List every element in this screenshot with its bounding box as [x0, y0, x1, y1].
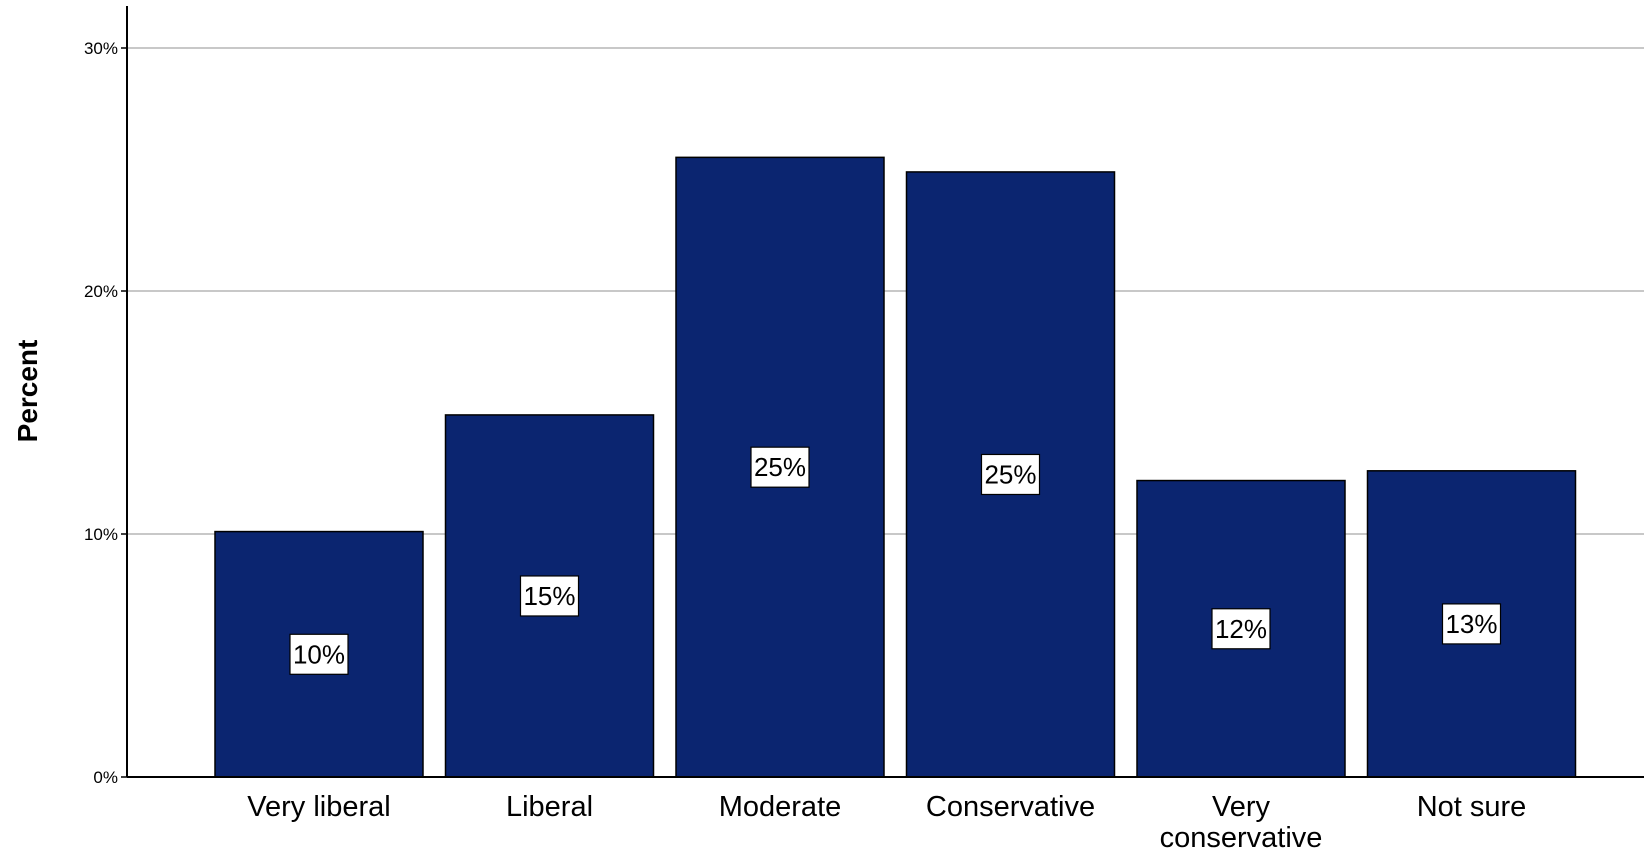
x-tick-label: Not sure: [1417, 791, 1527, 823]
y-tick-label: 0%: [93, 768, 118, 787]
x-tick-label: Very conservative: [1160, 791, 1323, 852]
data-label: 25%: [984, 459, 1036, 489]
data-label: 10%: [293, 639, 345, 669]
data-label-box: [289, 633, 349, 675]
x-tick-label: Liberal: [506, 791, 593, 823]
y-axis-title: Percent: [12, 340, 43, 443]
data-label: 15%: [523, 581, 575, 611]
axes: [126, 6, 1644, 778]
x-tick-label: Very liberal: [247, 791, 390, 823]
gridlines: [127, 47, 1644, 535]
y-tick-label: 20%: [84, 282, 118, 301]
x-tick-label: Moderate: [719, 791, 842, 823]
y-tick-label: 10%: [84, 525, 118, 544]
y-tick-label: 30%: [84, 39, 118, 58]
bars: [214, 156, 1577, 778]
data-label: 12%: [1215, 614, 1267, 644]
data-label-box: [980, 453, 1041, 496]
data-label: 13%: [1445, 609, 1497, 639]
data-labels: 10% 15% 25% 25% 12% 13%: [289, 446, 1502, 675]
x-tick-label: Conservative: [926, 791, 1095, 823]
data-label: 25%: [754, 452, 806, 482]
x-axis-category-labels: Very liberal Liberal Moderate Conservative V…: [247, 791, 1526, 852]
data-label-box: [1211, 608, 1271, 650]
data-label-box: [750, 446, 810, 488]
y-axis-ticks: 0% 10% 20% 30%: [84, 39, 127, 787]
data-label-box: [1441, 603, 1502, 645]
data-label-box: [519, 575, 580, 617]
